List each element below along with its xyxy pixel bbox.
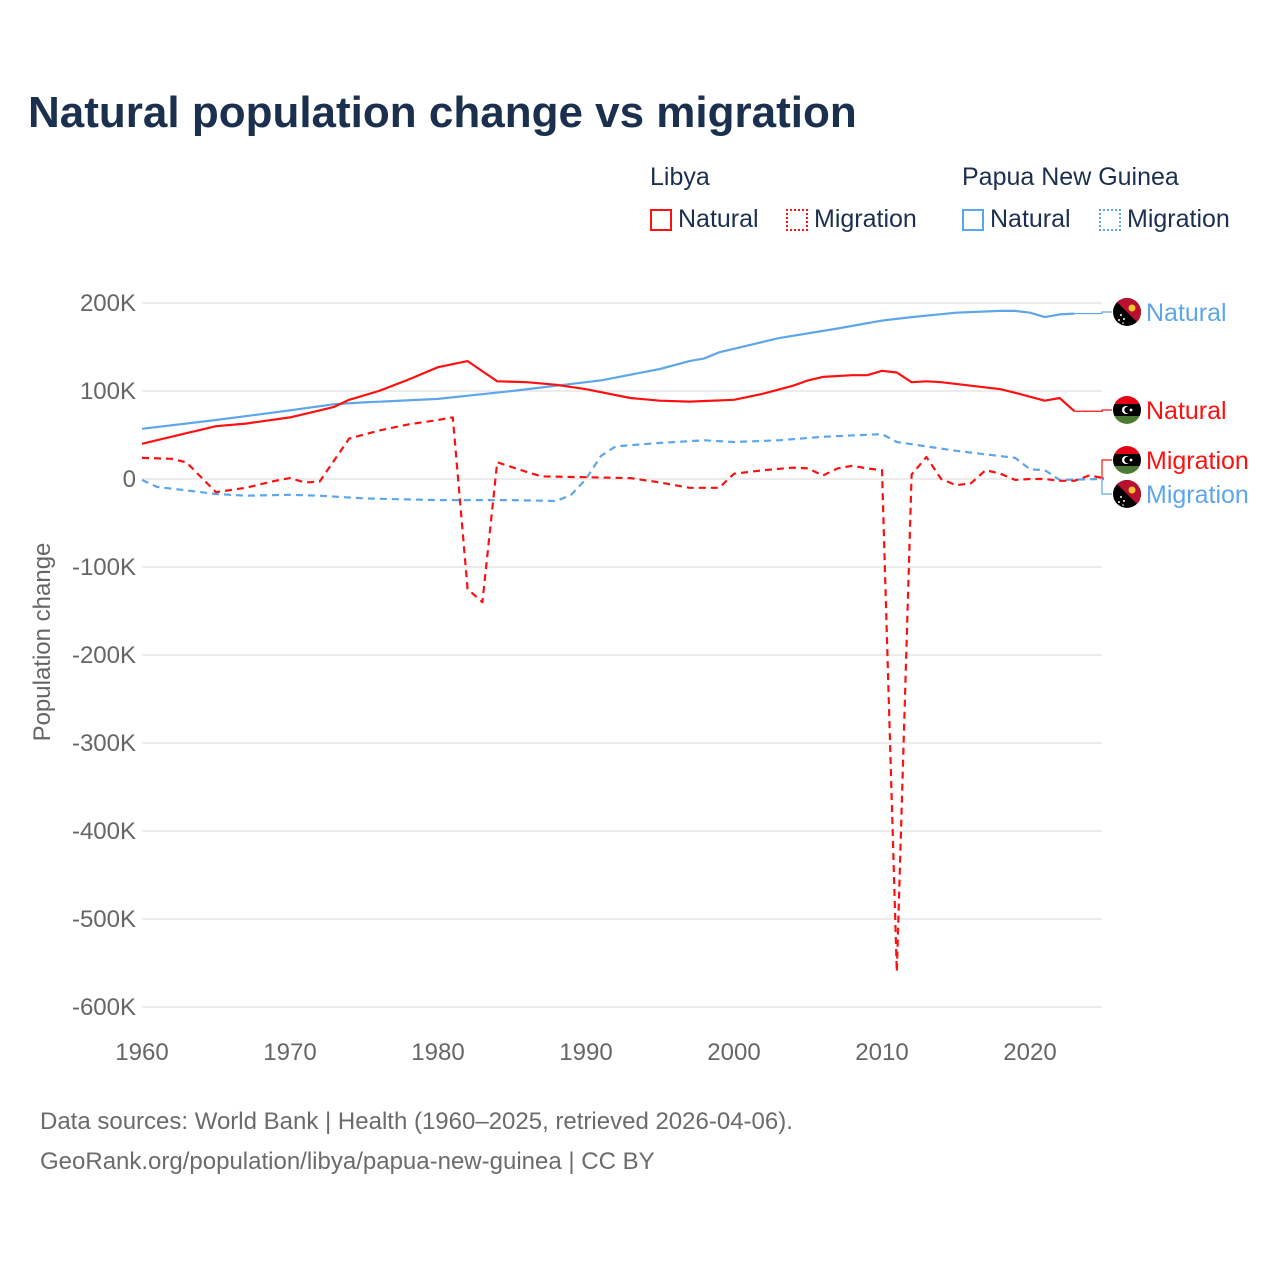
y-axis-label: Population change (29, 543, 56, 742)
end-label-libya-natural: Natural (1074, 396, 1227, 425)
series-line-papua-new-guinea-natural (141, 309, 1075, 430)
x-tick-label: 2010 (855, 1039, 908, 1066)
legend-group-libya: Libya (650, 163, 710, 191)
y-tick-label: -200K (72, 642, 136, 669)
y-tick-label: -300K (72, 730, 136, 757)
libya-flag-icon (1113, 446, 1141, 474)
series-line-papua-new-guinea-migration (141, 433, 1105, 503)
legend-group-png: Papua New Guinea (962, 163, 1179, 191)
y-tick-label: -400K (72, 818, 136, 845)
legend-png-natural[interactable]: Natural (962, 205, 1071, 234)
line-chart: 200K 100K 0 -100K -200K -300K -400K -500K -600K 1… (29, 290, 1249, 1066)
libya-flag-icon (1113, 396, 1141, 424)
end-label-papua-new-guinea-natural: Natural (1074, 298, 1227, 327)
end-label-libya-migration: Migration (1101, 446, 1249, 479)
legend-label: Migration (814, 205, 917, 233)
end-label-text: Natural (1146, 397, 1227, 425)
y-tick-label: 100K (80, 378, 136, 405)
y-tick-label: -600K (72, 994, 136, 1021)
footer-sources: Data sources: World Bank | Health (1960–… (40, 1108, 793, 1135)
legend-png-migration[interactable]: Migration (1099, 205, 1230, 234)
series-line-libya-migration (141, 416, 1105, 973)
end-label-papua-new-guinea-migration: Migration (1101, 478, 1249, 509)
y-tick-label: -100K (72, 554, 136, 581)
chart-title: Natural population change vs migration (28, 88, 857, 137)
legend-swatch-dotted (786, 208, 808, 231)
legend-label: Natural (678, 205, 759, 233)
x-tick-label: 1970 (263, 1039, 316, 1066)
png-flag-icon (1113, 298, 1141, 326)
legend-swatch-solid (962, 208, 984, 231)
legend-libya-natural[interactable]: Natural (650, 205, 759, 234)
label-connector (1074, 311, 1112, 315)
end-label-text: Migration (1146, 481, 1249, 509)
label-connector (1074, 409, 1112, 412)
legend-libya-migration[interactable]: Migration (786, 205, 917, 234)
series-line-libya-natural (141, 360, 1076, 445)
x-tick-label: 2020 (1003, 1039, 1056, 1066)
label-connector (1101, 459, 1112, 479)
x-tick-label: 1960 (115, 1039, 168, 1066)
y-tick-label: 0 (123, 466, 136, 493)
legend-swatch-dotted (1099, 208, 1121, 231)
end-label-text: Natural (1146, 299, 1227, 327)
y-tick-label: 200K (80, 290, 136, 317)
end-label-text: Migration (1146, 447, 1249, 475)
legend-swatch-solid (650, 208, 672, 231)
legend-label: Migration (1127, 205, 1230, 233)
label-connector (1101, 478, 1112, 495)
x-tick-label: 2000 (707, 1039, 760, 1066)
y-tick-label: -500K (72, 906, 136, 933)
x-tick-label: 1990 (559, 1039, 612, 1066)
footer-link[interactable]: GeoRank.org/population/libya/papua-new-g… (40, 1148, 655, 1175)
legend-label: Natural (990, 205, 1071, 233)
x-tick-label: 1980 (411, 1039, 464, 1066)
png-flag-icon (1113, 480, 1141, 508)
